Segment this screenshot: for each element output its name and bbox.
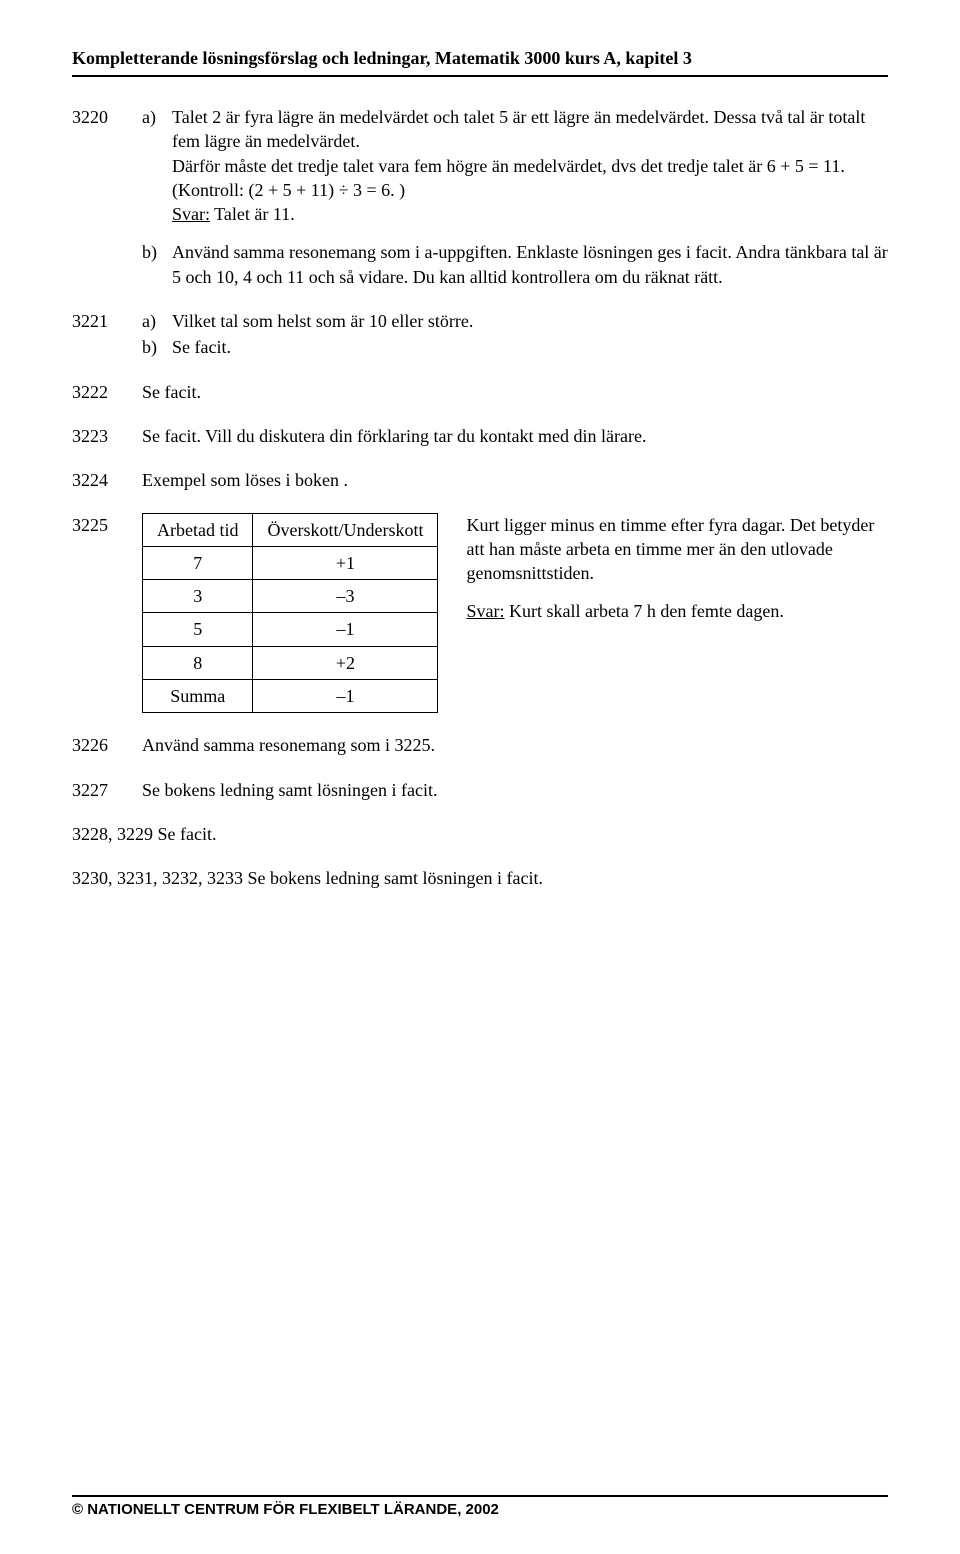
sub-label-a: a): [142, 105, 172, 129]
entry-body: Se bokens ledning samt lösningen i facit…: [142, 778, 888, 802]
entry-body: a) Vilket tal som helst som är 10 eller …: [142, 309, 888, 360]
entry-3225: 3225 Arbetad tid Överskott/Underskott 7 …: [72, 513, 888, 714]
header-rule: [72, 75, 888, 77]
table-cell: 3: [143, 580, 253, 613]
svar-line: Svar: Talet är 11.: [172, 202, 888, 226]
time-table: Arbetad tid Överskott/Underskott 7 +1 3 …: [142, 513, 438, 714]
table-cell: –1: [253, 613, 438, 646]
entry-number: 3225: [72, 513, 142, 537]
entry-3223: 3223 Se facit. Vill du diskutera din för…: [72, 424, 888, 448]
svar-label: Svar:: [466, 601, 504, 621]
svar-text: Talet är 11.: [210, 204, 295, 224]
table-cell: –3: [253, 580, 438, 613]
entry-body: a) Talet 2 är fyra lägre än medelvärdet …: [142, 105, 888, 289]
sub-text-a: Talet 2 är fyra lägre än medelvärdet och…: [172, 105, 888, 226]
entry-number: 3226: [72, 733, 142, 757]
sub-label-a: a): [142, 309, 172, 333]
entry-3224: 3224 Exempel som löses i boken .: [72, 468, 888, 492]
sub-text-b: Använd samma resonemang som i a-uppgifte…: [172, 240, 888, 289]
entry-3228-3229: 3228, 3229 Se facit.: [72, 822, 888, 846]
para: Därför måste det tredje talet vara fem h…: [172, 154, 888, 178]
entry-number: 3222: [72, 380, 142, 404]
sub-b: b) Använd samma resonemang som i a-uppgi…: [142, 240, 888, 289]
entry-3222: 3222 Se facit.: [72, 380, 888, 404]
footer: © NATIONELLT CENTRUM FÖR FLEXIBELT LÄRAN…: [72, 1495, 888, 1518]
sub-a: a) Talet 2 är fyra lägre än medelvärdet …: [142, 105, 888, 226]
entry-3226: 3226 Använd samma resonemang som i 3225.: [72, 733, 888, 757]
col-header: Arbetad tid: [143, 513, 253, 546]
entry-number: 3223: [72, 424, 142, 448]
svar-label: Svar:: [172, 204, 210, 224]
para: (Kontroll: (2 + 5 + 11) ÷ 3 = 6. ): [172, 178, 888, 202]
svar-text: Kurt skall arbeta 7 h den femte dagen.: [504, 601, 783, 621]
page-header: Kompletterande lösningsförslag och ledni…: [72, 48, 888, 69]
sub-label-b: b): [142, 335, 172, 359]
entry-3227: 3227 Se bokens ledning samt lösningen i …: [72, 778, 888, 802]
table-row: Summa –1: [143, 680, 438, 713]
table-cell: 7: [143, 546, 253, 579]
entry-number: 3224: [72, 468, 142, 492]
table-cell: –1: [253, 680, 438, 713]
entry-number: 3227: [72, 778, 142, 802]
col-header: Överskott/Underskott: [253, 513, 438, 546]
entry-body: Se facit.: [142, 380, 888, 404]
table-cell: +2: [253, 646, 438, 679]
sub-text-b: Se facit.: [172, 335, 888, 359]
entry-body: Använd samma resonemang som i 3225.: [142, 733, 888, 757]
table-cell: Summa: [143, 680, 253, 713]
entry-3220: 3220 a) Talet 2 är fyra lägre än medelvä…: [72, 105, 888, 289]
side-para: Kurt ligger minus en timme efter fyra da…: [466, 513, 888, 586]
table-row: 7 +1: [143, 546, 438, 579]
entry-number: 3220: [72, 105, 142, 129]
entry-body: Exempel som löses i boken .: [142, 468, 888, 492]
sub-a: a) Vilket tal som helst som är 10 eller …: [142, 309, 888, 333]
footer-text: © NATIONELLT CENTRUM FÖR FLEXIBELT LÄRAN…: [72, 1501, 888, 1518]
entry-body: Se facit. Vill du diskutera din förklari…: [142, 424, 888, 448]
side-svar: Svar: Kurt skall arbeta 7 h den femte da…: [466, 599, 888, 623]
table-cell: 5: [143, 613, 253, 646]
table-row: 3 –3: [143, 580, 438, 613]
page: Kompletterande lösningsförslag och ledni…: [0, 0, 960, 1554]
table-header-row: Arbetad tid Överskott/Underskott: [143, 513, 438, 546]
table-cell: 8: [143, 646, 253, 679]
sub-b: b) Se facit.: [142, 335, 888, 359]
side-text: Kurt ligger minus en timme efter fyra da…: [466, 513, 888, 638]
para: Talet 2 är fyra lägre än medelvärdet och…: [172, 105, 888, 154]
sub-text-a: Vilket tal som helst som är 10 eller stö…: [172, 309, 888, 333]
table-row: 8 +2: [143, 646, 438, 679]
entry-3230-3233: 3230, 3231, 3232, 3233 Se bokens ledning…: [72, 866, 888, 890]
sub-label-b: b): [142, 240, 172, 264]
table-wrap: Arbetad tid Överskott/Underskott 7 +1 3 …: [142, 513, 438, 714]
footer-rule: [72, 1495, 888, 1497]
table-row: 5 –1: [143, 613, 438, 646]
table-cell: +1: [253, 546, 438, 579]
entry-3221: 3221 a) Vilket tal som helst som är 10 e…: [72, 309, 888, 360]
entry-number: 3221: [72, 309, 142, 333]
